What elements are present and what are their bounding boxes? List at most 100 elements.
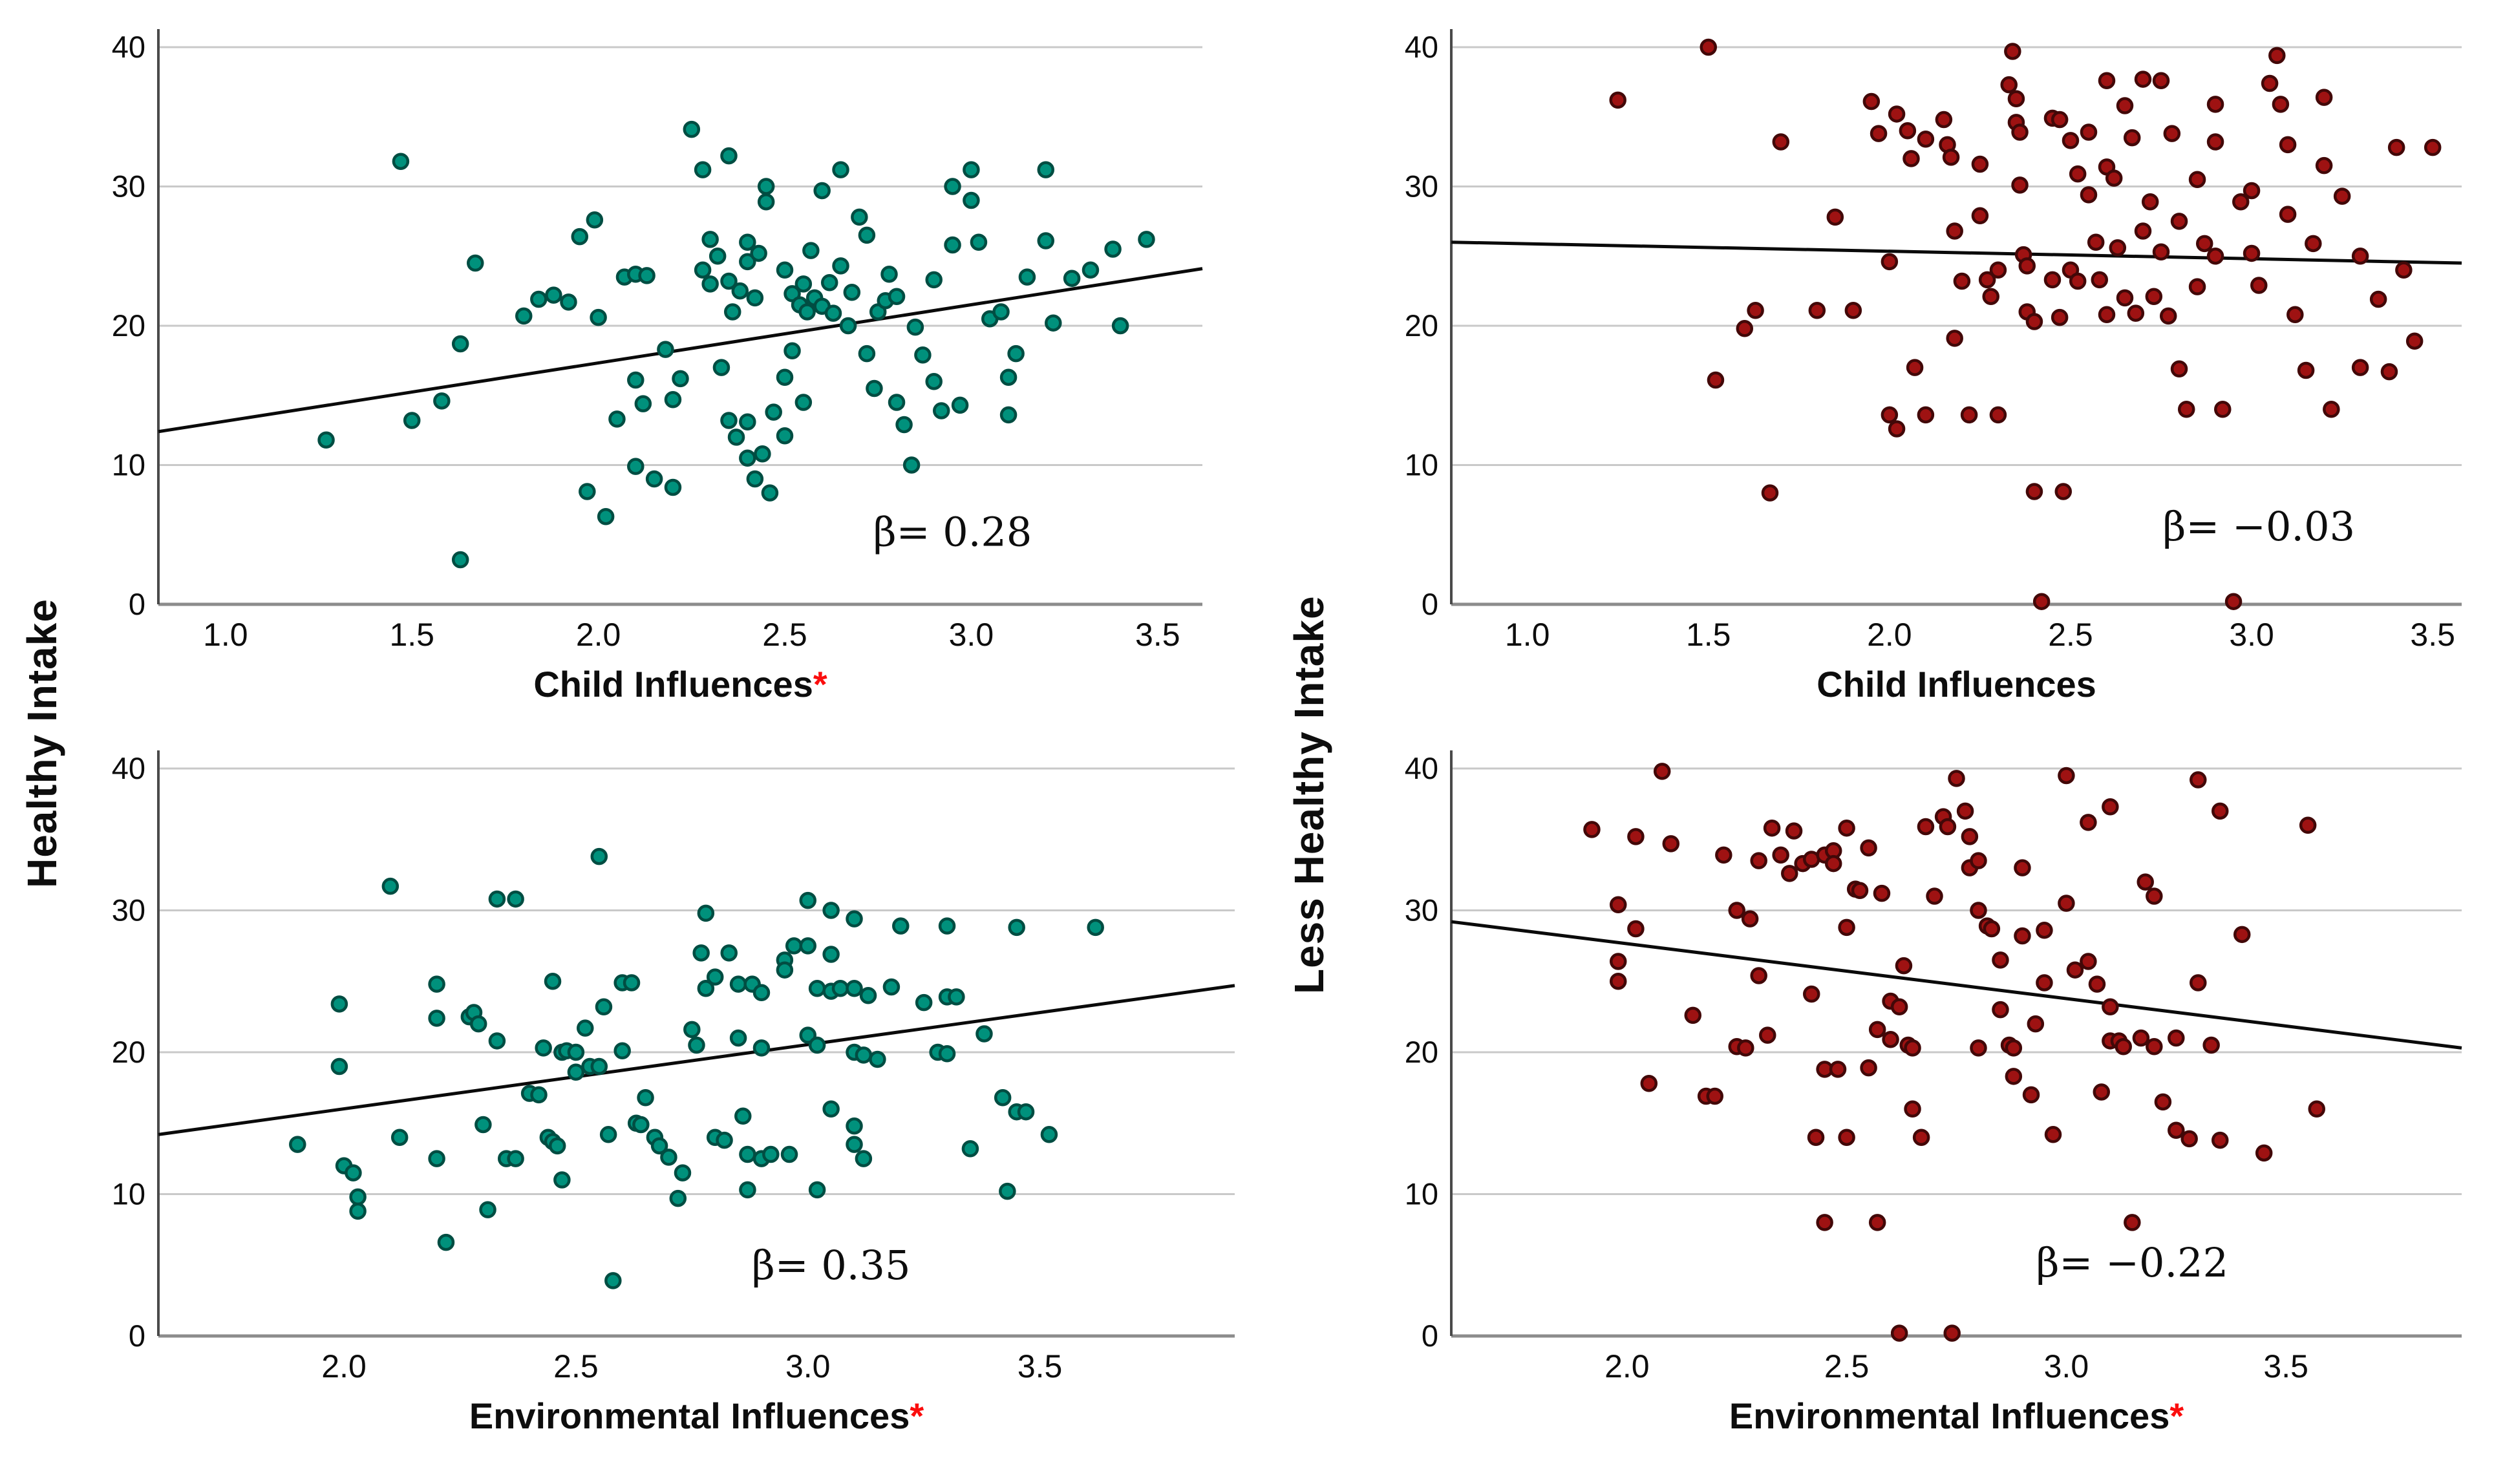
data-point	[709, 248, 727, 265]
data-point	[1737, 1039, 1754, 1057]
data-point	[1838, 1129, 1855, 1146]
data-point	[2134, 222, 2152, 240]
data-point	[1037, 161, 1054, 178]
data-point	[892, 917, 910, 935]
data-point	[2159, 307, 2177, 325]
data-point	[1763, 819, 1781, 837]
data-point	[697, 979, 715, 997]
data-point	[820, 273, 838, 292]
data-point	[1942, 148, 1960, 166]
data-point	[1890, 1324, 1908, 1342]
data-point	[1888, 105, 1906, 123]
data-point	[783, 342, 801, 360]
data-point	[799, 937, 816, 955]
data-point	[1627, 920, 1645, 938]
data-point	[1917, 130, 1935, 148]
data-point	[2018, 257, 2036, 275]
data-point	[963, 191, 980, 209]
data-point	[1970, 1039, 1987, 1057]
data-point	[799, 1026, 816, 1044]
data-point	[544, 973, 562, 990]
y-axis-title-less-healthy-intake: Less Healthy Intake	[1286, 595, 1332, 995]
beta-annotation: β= −0.22	[2036, 1239, 2229, 1286]
x-tick-label: 2.5	[2048, 617, 2093, 653]
x-axis-title: Child Influences	[1768, 663, 2096, 705]
data-point	[688, 1036, 705, 1054]
data-point	[2098, 306, 2116, 324]
data-point	[2168, 1029, 2185, 1047]
y-tick-label: 20	[1405, 1035, 1438, 1069]
x-tick-labels: 2.0 2.5 3.0 3.5	[321, 1348, 1062, 1384]
x-tick-label: 3.5	[2410, 617, 2455, 653]
data-point	[831, 979, 849, 997]
x-axis-title-text: Child Influences	[1817, 664, 2096, 705]
data-point	[785, 937, 803, 955]
x-tick-label: 3.5	[1135, 617, 1180, 653]
data-point	[1948, 770, 1965, 787]
y-tick-label: 40	[112, 30, 145, 64]
data-point	[2000, 76, 2018, 94]
data-point	[694, 261, 712, 279]
data-point	[2066, 961, 2084, 979]
data-point	[604, 1272, 622, 1289]
data-point	[2032, 593, 2051, 610]
data-point	[888, 288, 906, 305]
data-point	[1946, 330, 1963, 347]
y-tick-label: 40	[112, 751, 145, 785]
data-point	[720, 147, 738, 165]
data-point	[1912, 1129, 1930, 1146]
data-point	[1609, 91, 1626, 109]
data-point	[846, 1117, 863, 1135]
data-point	[1971, 155, 1989, 173]
data-point	[2351, 248, 2369, 265]
data-point	[999, 368, 1018, 386]
data-point	[1970, 852, 1987, 869]
data-point	[613, 1042, 631, 1060]
data-point	[712, 359, 730, 376]
data-point	[627, 371, 645, 389]
data-point	[664, 478, 682, 496]
data-point	[1895, 957, 1913, 975]
data-point	[1838, 918, 1855, 937]
data-point	[2255, 1144, 2273, 1162]
data-point	[1868, 1214, 1886, 1231]
data-point	[2051, 308, 2069, 326]
data-point	[888, 394, 906, 411]
data-point	[757, 193, 775, 211]
data-point	[794, 275, 813, 293]
data-point	[1873, 884, 1891, 902]
data-point	[1956, 802, 1974, 820]
x-tick-label: 3.5	[1018, 1348, 1063, 1384]
data-point	[638, 267, 655, 284]
gridlines	[1451, 46, 2462, 466]
gridlines	[1451, 767, 2462, 1195]
data-point	[669, 1189, 687, 1207]
data-point	[2188, 171, 2206, 188]
data-point	[808, 1181, 826, 1199]
data-point	[944, 178, 961, 195]
data-point	[869, 1050, 886, 1068]
data-point	[2152, 243, 2170, 261]
data-point	[1802, 985, 1820, 1003]
data-point	[746, 470, 764, 488]
beta-annotation: β= 0.35	[752, 1242, 911, 1289]
data-point	[739, 413, 756, 430]
data-point	[1935, 111, 1953, 129]
data-point	[608, 410, 626, 428]
data-point	[1904, 1100, 1921, 1118]
data-point	[1807, 1129, 1825, 1146]
data-point	[2043, 271, 2062, 289]
data-point	[858, 344, 876, 363]
data-point	[1960, 406, 1978, 424]
data-point	[1808, 302, 1826, 319]
data-point	[880, 266, 898, 283]
data-point	[832, 161, 849, 178]
y-tick-label: 0	[129, 587, 145, 621]
data-point	[1906, 359, 1924, 376]
data-point	[970, 233, 988, 251]
x-tick-label: 2.0	[576, 617, 621, 653]
data-point	[2080, 953, 2097, 970]
panel-bottom-left: 0 10 20 30 40 2.0 2.5 3.0 3.5 β= 0.35 Environment…	[78, 728, 1267, 1437]
data-point	[1640, 1075, 1658, 1092]
y-tick-label: 20	[1405, 308, 1438, 343]
